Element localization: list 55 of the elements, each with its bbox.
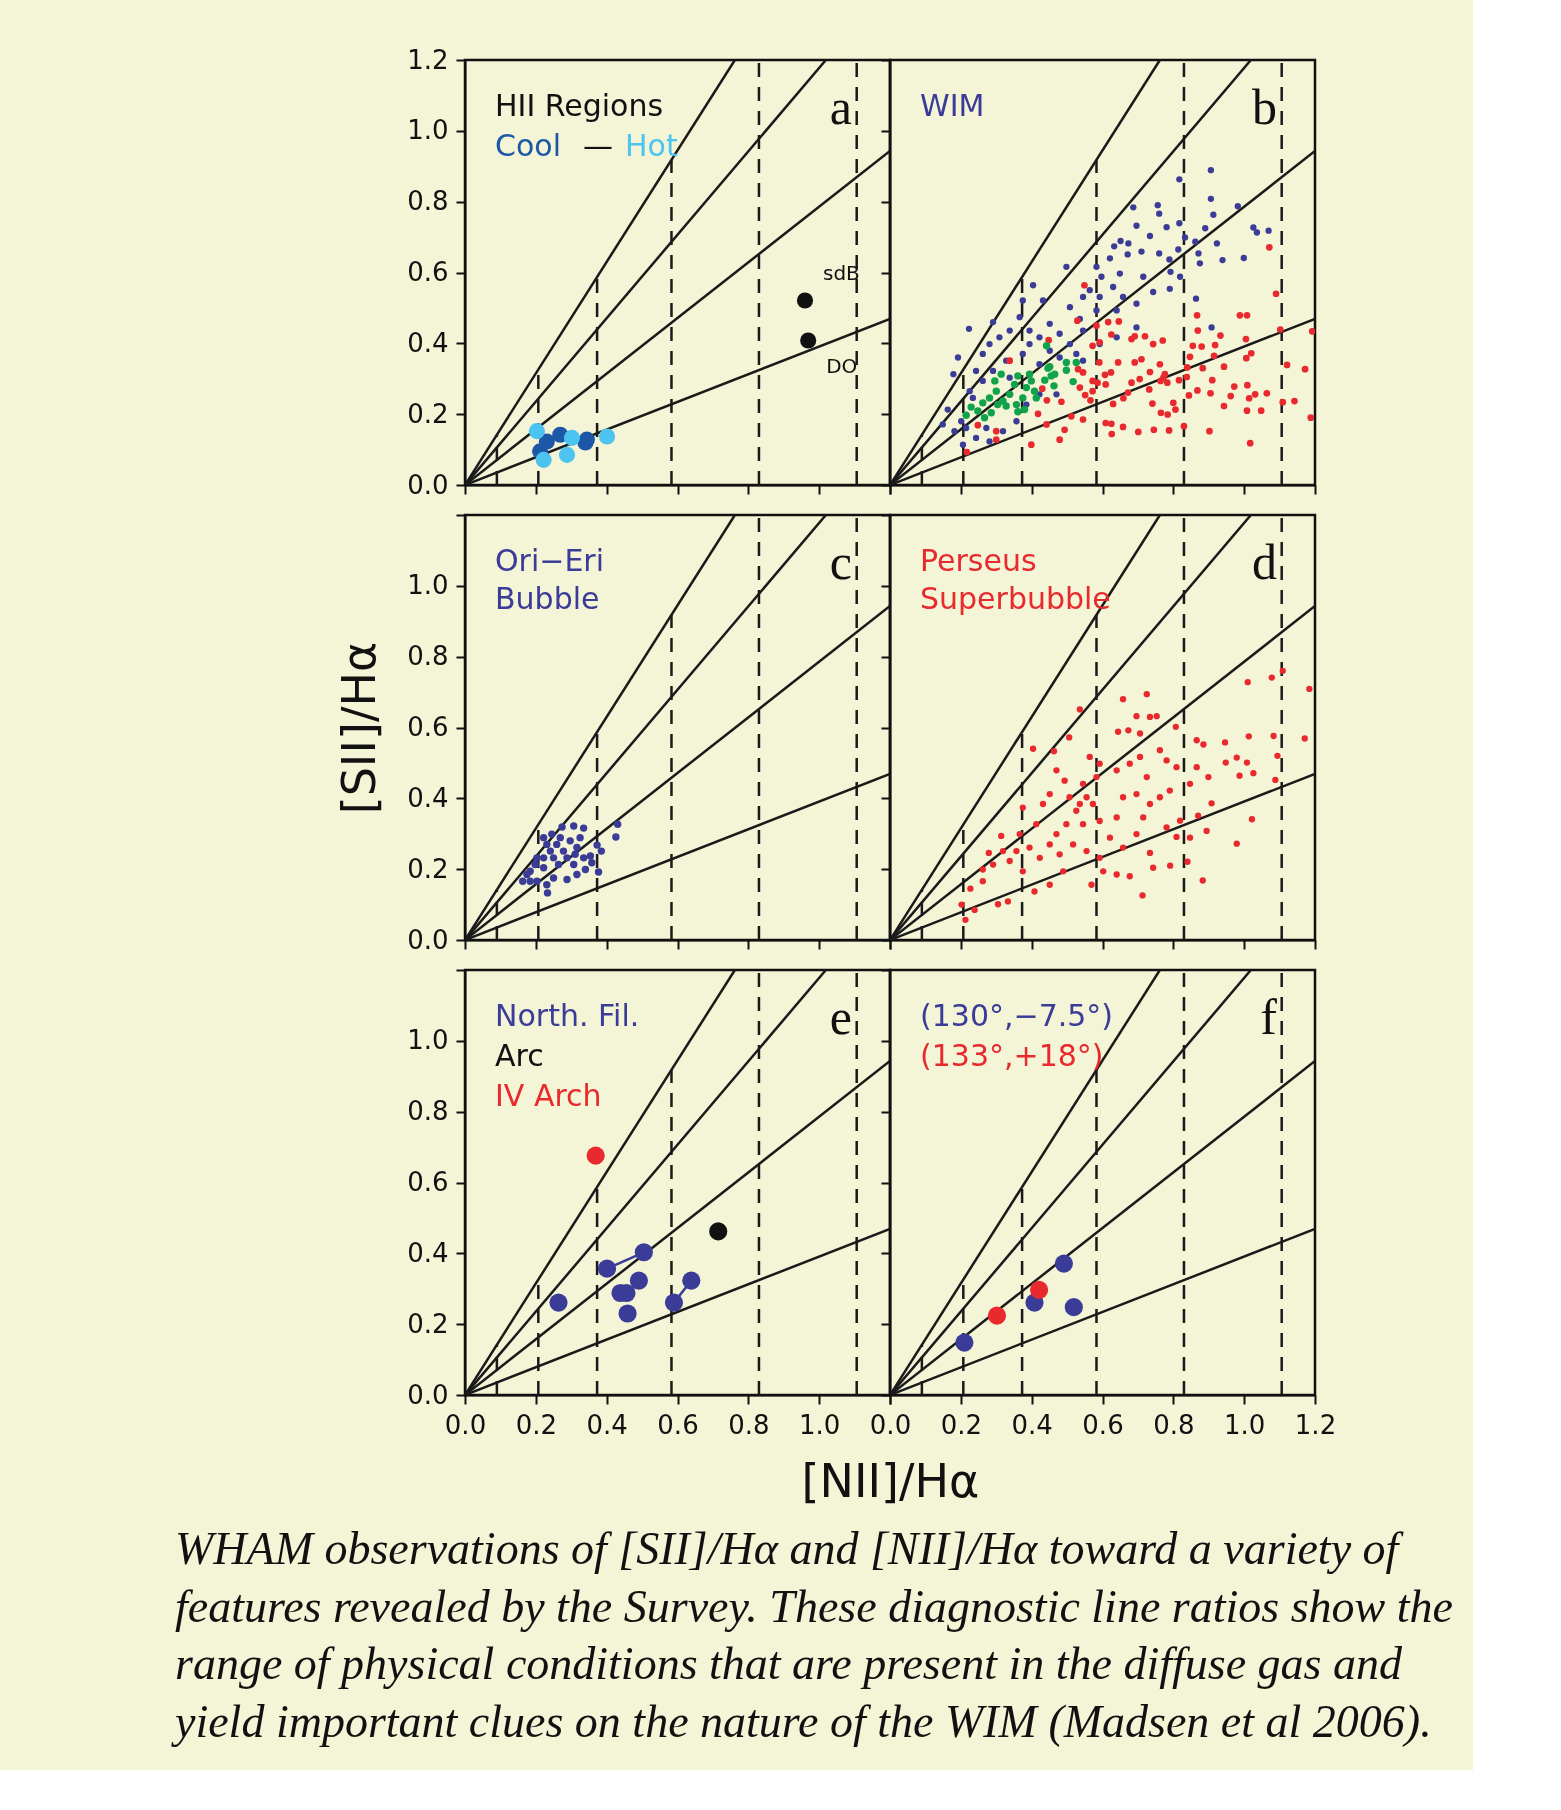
y-tick-label: 0.0 <box>407 469 449 500</box>
y-tick-label: 1.0 <box>407 115 449 146</box>
x-tick-label: 0.6 <box>1082 1409 1124 1440</box>
text: WHAM observations of [SII]/Hα and [NII]/Hα toward a variety of features revealed by the Survey. These diagnostic line ratios show the range of physical conditions that are present in the diffuse gas and yield important clues on the nature of the WIM (Madsen et al 2006). <box>171 1523 1453 1747</box>
annotation: sdB <box>823 261 860 286</box>
text: (130°,−7.5°) <box>920 998 1114 1033</box>
y-tick-label: 0.2 <box>407 1308 449 1339</box>
y-tick-label: 1.0 <box>407 1025 449 1056</box>
y-tick-label: 0.4 <box>407 782 449 813</box>
y-tick-label: 0.4 <box>407 327 449 358</box>
x-axis-title: [NII]/Hα <box>801 1453 980 1508</box>
chart-title: c <box>829 534 852 590</box>
y-tick-label: 0.6 <box>407 712 449 742</box>
x-tick-label: 1.0 <box>1223 1409 1266 1440</box>
x-tick-label: 0.4 <box>586 1409 628 1440</box>
chart-title: f <box>1260 989 1278 1045</box>
y-tick-label: 0.8 <box>407 1096 449 1127</box>
text: Cool <box>495 128 561 163</box>
x-tick-label: 0.2 <box>940 1409 983 1440</box>
chart-title: d <box>1252 534 1277 590</box>
y-tick-label: 0.8 <box>407 186 449 217</box>
y-tick-label: 0.0 <box>407 924 449 955</box>
x-tick-label: 1.2 <box>1294 1409 1337 1440</box>
x-tick-label: 0.2 <box>515 1409 558 1440</box>
x-tick-label: 0.8 <box>728 1409 770 1440</box>
y-axis-title: [SII]/Hα <box>332 641 387 815</box>
chart-title: a <box>829 79 852 135</box>
text: Ori−Eri Bubble <box>495 543 605 616</box>
x-tick-label: 0.8 <box>1153 1409 1195 1440</box>
y-tick-label: 1.2 <box>407 44 449 75</box>
y-tick-label: 0.0 <box>407 1379 449 1410</box>
y-tick-label: 0.8 <box>407 641 449 672</box>
text: Arc <box>495 1038 544 1073</box>
y-tick-label: 0.6 <box>407 257 449 287</box>
legend-title: HII Regions <box>495 88 664 123</box>
chart-title: e <box>829 989 852 1045</box>
text: Hot <box>625 128 678 163</box>
x-tick-label: 0.0 <box>444 1409 487 1440</box>
text: (133°,+18°) <box>920 1038 1104 1073</box>
x-tick-label: 1.0 <box>798 1409 841 1440</box>
x-tick-label: 0.0 <box>869 1409 912 1440</box>
y-tick-label: 0.2 <box>407 398 449 429</box>
text: WIM <box>920 88 985 123</box>
y-tick-label: 0.2 <box>407 853 449 884</box>
y-tick-label: 0.6 <box>407 1167 449 1197</box>
annotation: — <box>583 128 613 163</box>
y-tick-label: 1.0 <box>407 570 449 601</box>
annotation: DO <box>826 353 858 378</box>
y-tick-label: 0.4 <box>407 1237 449 1268</box>
x-tick-label: 0.4 <box>1011 1409 1053 1440</box>
x-tick-label: 0.6 <box>657 1409 699 1440</box>
text: North. Fil. <box>495 998 640 1033</box>
series-label: IV Arch <box>495 1078 602 1113</box>
chart-title: b <box>1252 79 1277 135</box>
text: Perseus Superbubble <box>920 543 1111 616</box>
